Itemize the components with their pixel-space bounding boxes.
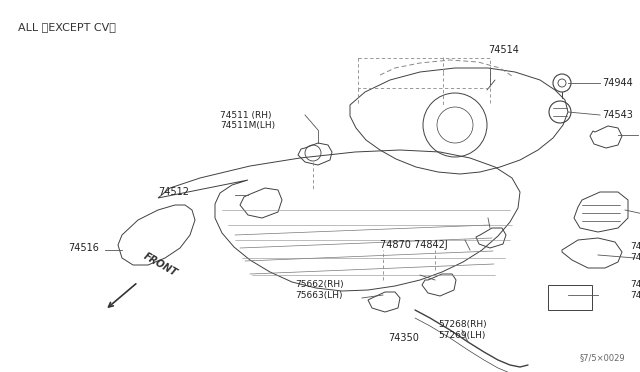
Text: 74842E(RH)
74843E(LH): 74842E(RH) 74843E(LH) — [630, 242, 640, 262]
Text: 75662(RH)
75663(LH): 75662(RH) 75663(LH) — [295, 280, 344, 300]
Text: ALL 〈EXCEPT CV〉: ALL 〈EXCEPT CV〉 — [18, 22, 116, 32]
Text: 74543: 74543 — [602, 110, 633, 120]
Text: 74511 (RH)
74511M(LH): 74511 (RH) 74511M(LH) — [220, 110, 275, 130]
Text: 74944: 74944 — [602, 78, 633, 88]
Text: 74514: 74514 — [488, 45, 519, 55]
Text: 74842(RH)
74843(LH): 74842(RH) 74843(LH) — [630, 280, 640, 300]
Text: 57268(RH)
57269(LH): 57268(RH) 57269(LH) — [438, 320, 486, 340]
Text: 74350: 74350 — [388, 333, 419, 343]
Text: 74512: 74512 — [158, 187, 189, 197]
Text: 74870 74842J: 74870 74842J — [380, 240, 448, 250]
Text: FRONT: FRONT — [142, 251, 179, 278]
Text: 74516: 74516 — [68, 243, 99, 253]
Text: §7/5×0029: §7/5×0029 — [579, 353, 625, 362]
